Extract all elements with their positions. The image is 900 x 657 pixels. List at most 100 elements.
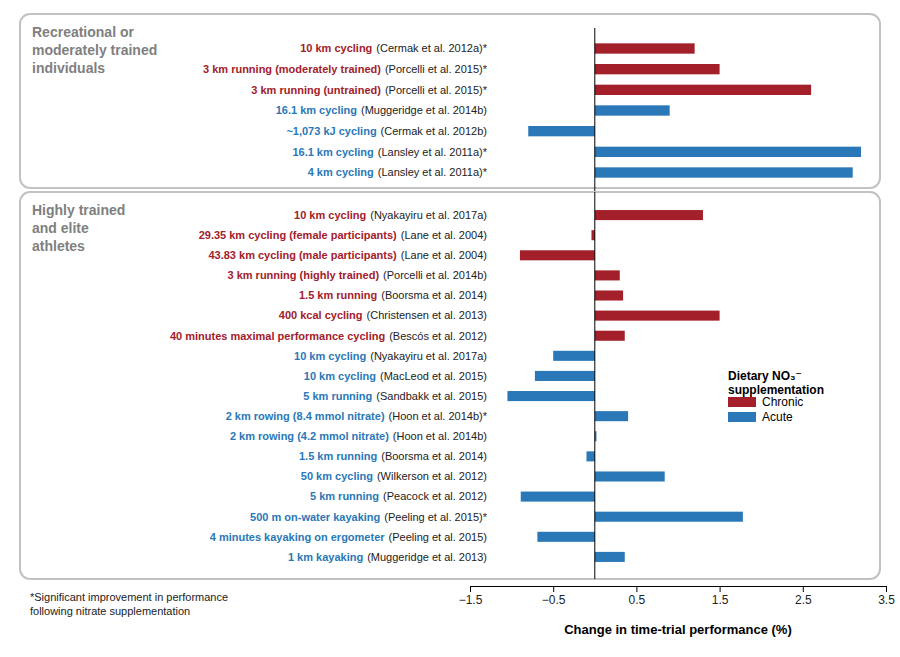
category-name: ~1,073 kJ cycling	[286, 125, 376, 137]
category-label: 1 km kayaking (Muggeridge et al. 2013)	[288, 551, 487, 563]
x-axis: −1.5−0.50.51.52.53.5	[459, 586, 896, 607]
category-name: 1.5 km running	[299, 289, 377, 301]
bar	[507, 391, 594, 401]
category-label: 3 km running (highly trained) (Porcelli e…	[227, 269, 487, 281]
citation: (Christensen et al. 2013)	[367, 309, 487, 321]
category-label: 16.1 km cycling (Muggeridge et al. 2014b)	[276, 104, 487, 116]
legend-swatch	[728, 397, 756, 407]
bar	[595, 552, 625, 562]
category-label: 500 m on-water kayaking(Peeling et al. 2…	[250, 511, 488, 523]
category-name: 16.1 km cycling	[292, 146, 373, 158]
category-name: 4 km cycling	[308, 166, 374, 178]
category-name: 5 km running	[310, 490, 379, 502]
citation: (Peeling et al. 2015)	[389, 531, 487, 543]
category-label: 40 minutes maximal performance cycling (B…	[170, 330, 487, 342]
citation: (Hoon et al. 2014b)	[393, 430, 487, 442]
category-name: 2 km rowing (4.2 mmol nitrate)	[230, 430, 389, 442]
category-label: 16.1 km cycling(Lansley et al. 2011a)*	[292, 146, 487, 158]
footnote: *Significant improvement in performance f…	[30, 591, 228, 617]
bar	[595, 331, 625, 341]
category-label: ~1,073 kJ cycling (Cermak et al. 2012b)	[286, 125, 487, 137]
category-name: 29.35 km cycling (female participants)	[199, 229, 397, 241]
bar	[595, 147, 861, 157]
x-axis-title: Change in time-trial performance (%)	[564, 622, 792, 637]
text-line: athletes	[32, 238, 85, 254]
tick-mark	[553, 586, 554, 592]
legend-label: Chronic	[762, 395, 803, 409]
citation: (Muggeridge et al. 2014b)	[361, 104, 487, 116]
category-label: 1.5 km running(Boorsma et al. 2014)	[299, 450, 487, 462]
category-name: 40 minutes maximal performance cycling	[170, 330, 385, 342]
category-label: 50 km cycling (Wilkerson et al. 2012)	[301, 470, 487, 482]
citation: (Porcelli et al. 2015)*	[385, 84, 488, 96]
tick-mark	[636, 586, 637, 592]
bar	[537, 532, 594, 542]
bar	[595, 105, 670, 115]
category-label: 3 km running (moderately trained) (Porcel…	[203, 63, 488, 75]
tick-mark	[470, 586, 471, 592]
group-box	[20, 192, 880, 579]
category-name: 16.1 km cycling	[276, 104, 357, 116]
citation: (Bescós et al. 2012)	[389, 330, 487, 342]
tick-label: 2.5	[795, 593, 812, 607]
citation: (Porcelli et al. 2015)*	[385, 63, 488, 75]
category-label: 10 km cycling (Nyakayiru et al. 2017a)	[294, 350, 487, 362]
zero-line	[594, 192, 595, 579]
bar	[521, 492, 595, 502]
category-name: 50 km cycling	[301, 470, 373, 482]
category-name: 10 km cycling	[294, 350, 366, 362]
bar	[595, 167, 853, 177]
text-line: following nitrate supplementation	[30, 605, 190, 617]
group-title: Highly trainedand eliteathletes	[32, 202, 125, 254]
citation: (Lane et al. 2004)	[401, 249, 487, 261]
citation: (Nyakayiru et al. 2017a)	[370, 350, 487, 362]
bar	[595, 270, 620, 280]
citation: (Wilkerson et al. 2012)	[377, 470, 487, 482]
category-label: 1.5 km running(Boorsma et al. 2014)	[299, 289, 487, 301]
category-label: 4 km cycling(Lansley et al. 2011a)*	[308, 166, 488, 178]
category-label: 2 km rowing (4.2 mmol nitrate) (Hoon et a…	[230, 430, 487, 442]
axis-line	[471, 586, 887, 587]
category-name: 43.83 km cycling (male participants)	[208, 249, 397, 261]
tick: 0.5	[629, 586, 646, 607]
category-name: 3 km running (moderately trained)	[203, 63, 381, 75]
category-name: 1 km kayaking	[288, 551, 363, 563]
category-name: 3 km running (untrained)	[251, 84, 381, 96]
citation: (Cermak et al. 2012b)	[381, 125, 487, 137]
category-labels: 10 km cycling(Cermak et al. 2012a)*3 km …	[203, 42, 488, 178]
category-label: 5 km running (Peacock et al. 2012)	[310, 490, 487, 502]
citation: (Muggeridge et al. 2013)	[367, 551, 487, 563]
bar	[595, 64, 720, 74]
group-box	[20, 14, 880, 188]
category-name: 10 km cycling	[294, 209, 366, 221]
category-name: 500 m on-water kayaking	[250, 511, 380, 523]
citation: (Hoon et al. 2014b)*	[389, 410, 488, 422]
category-label: 29.35 km cycling (female participants) (L…	[199, 229, 487, 241]
bar	[595, 471, 665, 481]
bar	[535, 371, 595, 381]
category-name: 2 km rowing (8.4 mmol nitrate)	[226, 410, 385, 422]
legend-label: Acute	[762, 410, 793, 424]
category-label: 400 kcal cycling(Christensen et al. 2013…	[279, 309, 487, 321]
category-name: 10 km cycling	[300, 42, 372, 54]
citation: (MacLeod et al. 2015)	[380, 370, 487, 382]
citation: (Lane et al. 2004)	[401, 229, 487, 241]
category-label: 10 km cycling(MacLeod et al. 2015)	[304, 370, 487, 382]
category-labels: 10 km cycling (Nyakayiru et al. 2017a) 29.…	[170, 209, 488, 563]
text-line: *Significant improvement in performance	[30, 591, 228, 603]
category-label: 5 km running(Sandbakk et al. 2015)	[303, 390, 487, 402]
category-name: 3 km running (highly trained)	[227, 269, 379, 281]
citation: (Peacock et al. 2012)	[383, 490, 487, 502]
category-label: 4 minutes kayaking on ergometer(Peeling …	[210, 531, 487, 543]
citation: (Porcelli et al. 2014b)	[383, 269, 487, 281]
bar	[553, 351, 595, 361]
bars	[507, 210, 742, 562]
bar	[595, 411, 628, 421]
tick-label: 1.5	[712, 593, 729, 607]
tick-label: 3.5	[878, 593, 895, 607]
bar	[586, 451, 594, 461]
text-line: individuals	[32, 60, 105, 76]
text-line: and elite	[32, 220, 89, 236]
legend-title: Dietary NO₃⁻supplementation	[728, 369, 824, 397]
bar	[595, 210, 703, 220]
